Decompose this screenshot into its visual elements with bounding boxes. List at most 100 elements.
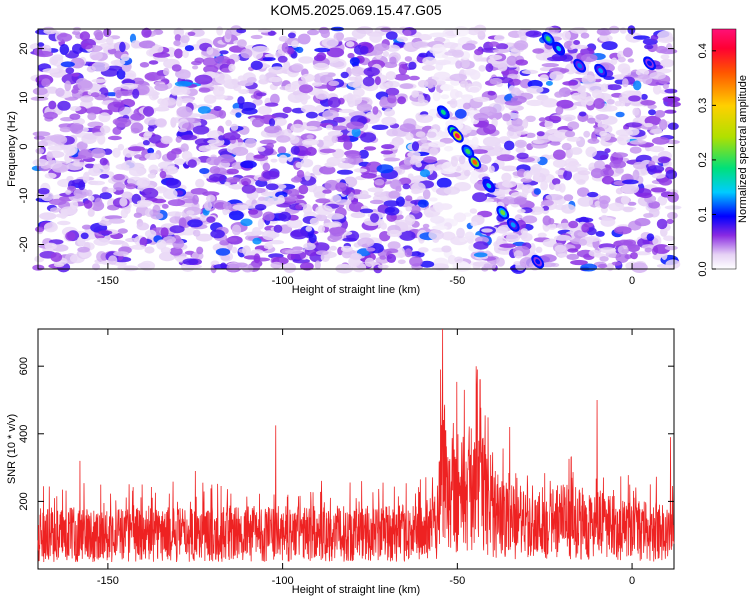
heatmap-cell <box>143 106 154 117</box>
snr-y-axis-label: SNR (10 * v/v) <box>6 414 18 484</box>
heatmap-cell <box>71 88 79 94</box>
heatmap-cell <box>383 248 399 254</box>
heatmap-cell <box>664 245 678 251</box>
heatmap-cell <box>411 90 420 98</box>
heatmap-cell <box>113 251 129 257</box>
heatmap-cell <box>252 237 262 245</box>
heatmap-cell <box>594 160 606 171</box>
heatmap-cell <box>306 134 314 140</box>
heatmap-cell <box>581 223 590 233</box>
heatmap-cell <box>577 231 589 237</box>
heatmap-cell <box>425 212 434 218</box>
heatmap-cell <box>501 172 512 183</box>
heatmap-cell <box>662 83 670 90</box>
heatmap-cell <box>601 214 608 220</box>
heatmap-cell <box>286 218 303 229</box>
heatmap-cell <box>399 83 414 89</box>
heatmap-cell <box>639 192 652 199</box>
heatmap-cell <box>567 121 580 130</box>
heatmap-cell <box>501 165 518 172</box>
heatmap-cell <box>67 185 77 192</box>
heatmap-cell <box>35 147 45 155</box>
heatmap-cell <box>194 74 213 85</box>
heatmap-cell <box>180 134 198 141</box>
heatmap-cell <box>428 229 445 241</box>
heatmap-cell <box>417 80 429 88</box>
heatmap-cell <box>152 94 159 100</box>
heatmap-cell <box>568 220 579 229</box>
heatmap-cell <box>91 148 106 159</box>
heatmap-cell <box>187 159 197 168</box>
heatmap-cell <box>47 145 66 151</box>
heatmap-cell <box>133 212 143 218</box>
heatmap-cell <box>65 189 72 195</box>
heatmap-cell <box>321 37 339 48</box>
heatmap-cell <box>545 194 563 201</box>
heatmap-cell <box>265 183 279 191</box>
heatmap-cell <box>295 204 303 210</box>
heatmap-cell <box>581 74 596 86</box>
heatmap-cell <box>533 188 542 195</box>
heatmap-cell <box>148 164 159 175</box>
heatmap-cell <box>625 122 642 128</box>
heatmap-cell <box>347 52 355 59</box>
heatmap-cell <box>152 204 161 215</box>
heatmap-cell <box>664 109 677 114</box>
heatmap-cell <box>315 205 333 216</box>
heatmap-cell <box>386 128 398 137</box>
heatmap-cell <box>659 119 668 131</box>
heatmap-cell <box>42 68 60 74</box>
heatmap-cell <box>98 220 112 226</box>
heatmap-cell <box>170 87 188 95</box>
heatmap-cell <box>314 47 330 53</box>
heatmap-cell <box>325 124 333 130</box>
heatmap-cell <box>261 191 279 197</box>
heatmap-cell <box>319 148 336 154</box>
heatmap-cell <box>561 30 571 41</box>
heatmap-cell <box>79 31 91 41</box>
heatmap-cell <box>106 36 114 46</box>
heatmap-cell <box>549 71 564 81</box>
heatmap-cell <box>192 229 201 237</box>
heatmap-cell <box>97 134 106 145</box>
heatmap-cell <box>259 74 267 81</box>
heatmap-cell <box>631 262 648 273</box>
heatmap-cell <box>112 126 122 135</box>
heatmap-cell <box>311 82 323 87</box>
heatmap-cell <box>598 34 613 42</box>
heatmap-cell <box>108 255 118 265</box>
heatmap-cell <box>174 48 183 59</box>
heatmap-cell <box>662 96 681 103</box>
heatmap-cell <box>449 73 468 82</box>
heatmap-cell <box>250 60 263 70</box>
heatmap-cell <box>615 111 625 118</box>
heatmap-cell <box>439 137 454 144</box>
heatmap-cell <box>269 240 285 245</box>
heatmap-cell <box>548 27 561 33</box>
heatmap-cell <box>240 218 253 227</box>
heatmap-cell <box>51 163 69 173</box>
heatmap-cell <box>356 26 374 34</box>
colorbar-label: Normalized spectral amplitude <box>737 75 749 223</box>
heatmap-cell <box>644 44 654 50</box>
heatmap-cell <box>577 187 590 198</box>
heatmap-cell <box>206 194 216 203</box>
heatmap-cell <box>430 215 445 224</box>
heatmap-cell <box>224 29 232 40</box>
heatmap-cell <box>417 34 433 41</box>
heatmap-cell <box>666 218 674 225</box>
heatmap-cell <box>241 107 258 115</box>
x-tick-label: -150 <box>97 575 119 587</box>
heatmap-cell <box>526 85 544 94</box>
heatmap-cell <box>271 117 287 127</box>
heatmap-cell <box>432 91 441 102</box>
heatmap-cell <box>340 71 349 79</box>
heatmap-cell <box>633 161 647 170</box>
heatmap-cell <box>237 80 254 87</box>
heatmap-cell <box>138 40 156 49</box>
heatmap-cell <box>266 231 280 238</box>
heatmap-cell <box>43 222 58 233</box>
heatmap-cell <box>87 195 95 202</box>
heatmap-cell <box>251 249 264 254</box>
heatmap-cell <box>472 192 488 203</box>
